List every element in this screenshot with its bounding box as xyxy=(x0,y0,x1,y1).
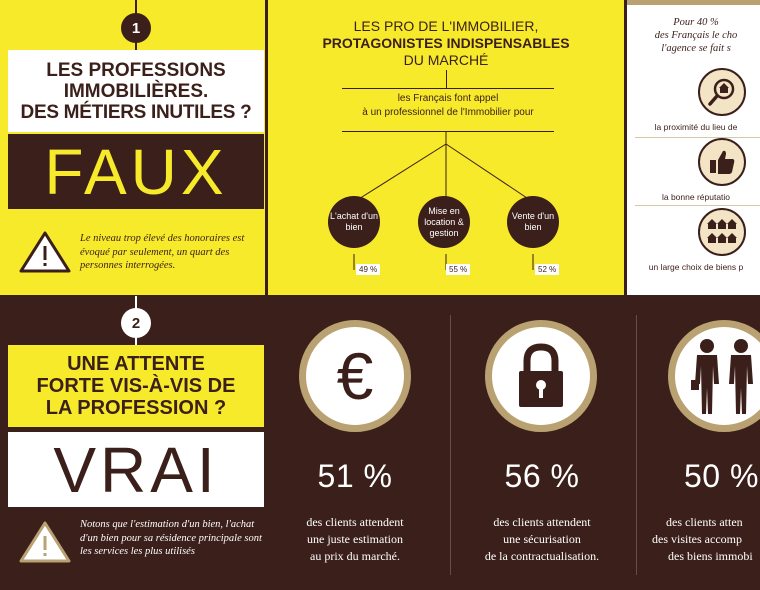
number-connector xyxy=(135,338,137,346)
stat-value-3: 50 % xyxy=(684,458,759,494)
bubble-location: Mise en location & gestion xyxy=(418,196,470,248)
center-subtitle: les Français font appel à un professionn… xyxy=(362,93,534,118)
column-divider xyxy=(636,315,637,575)
stat-text-2: des clients attendent une sécurisation d… xyxy=(484,515,600,563)
warning-icon xyxy=(18,520,72,564)
number-connector xyxy=(135,296,137,310)
tree-branches xyxy=(353,132,534,270)
stat-value-2: 56 % xyxy=(504,458,580,494)
divider xyxy=(635,137,760,138)
stat-value-1: 51 % xyxy=(317,458,393,494)
divider xyxy=(635,205,760,206)
stat-text-3: des clients atten des visites accomp des… xyxy=(652,515,753,563)
subtitle-frame xyxy=(342,88,554,132)
thumbs-up-icon xyxy=(698,138,746,186)
section2-question: UNE ATTENTE FORTE VIS-À-VIS DE LA PROFES… xyxy=(8,345,264,427)
pct-achat: 49 % xyxy=(356,264,381,275)
section-number-1: 1 xyxy=(121,13,151,43)
right-label-reputation: la bonne réputatio xyxy=(661,192,731,202)
houses-icon xyxy=(698,208,746,256)
column-divider xyxy=(450,315,451,575)
right-label-choix: un large choix de biens p xyxy=(648,262,744,272)
stat-text-1: des clients attendent une juste estimati… xyxy=(306,515,404,563)
answer-vrai: VRAI xyxy=(8,432,264,507)
warning-icon xyxy=(18,230,72,274)
section1-question: LES PROFESSIONS IMMOBILIÈRES. DES MÉTIER… xyxy=(8,50,264,132)
number-connector xyxy=(135,0,137,14)
pct-location: 55 % xyxy=(446,264,471,275)
tree-connector xyxy=(446,70,447,88)
answer-faux: FAUX xyxy=(8,134,264,209)
warning-text: Notons que l'estimation d'un bien, l'ach… xyxy=(80,519,262,557)
warning-text: Le niveau trop élevé des honoraires est … xyxy=(80,233,245,271)
people-icon xyxy=(668,320,760,432)
padlock-icon xyxy=(485,320,597,432)
svg-text:€: € xyxy=(337,341,374,411)
euro-icon: € xyxy=(299,320,411,432)
section-number-2: 2 xyxy=(121,308,151,338)
number-connector xyxy=(135,43,137,51)
right-label-proximite: la proximité du lieu de xyxy=(654,122,738,132)
stat-3-icon-clip xyxy=(668,320,760,446)
bubble-vente: Vente d'un bien xyxy=(507,196,559,248)
center-title: LES PRO DE L'IMMOBILIER, PROTAGONISTES I… xyxy=(322,18,570,68)
right-heading: Pour 40 % des Français le cho l'agence s… xyxy=(654,17,738,54)
bubble-achat: L'achat d'un bien xyxy=(328,196,380,248)
pct-vente: 52 % xyxy=(535,264,560,275)
house-magnifier-icon xyxy=(698,68,746,116)
